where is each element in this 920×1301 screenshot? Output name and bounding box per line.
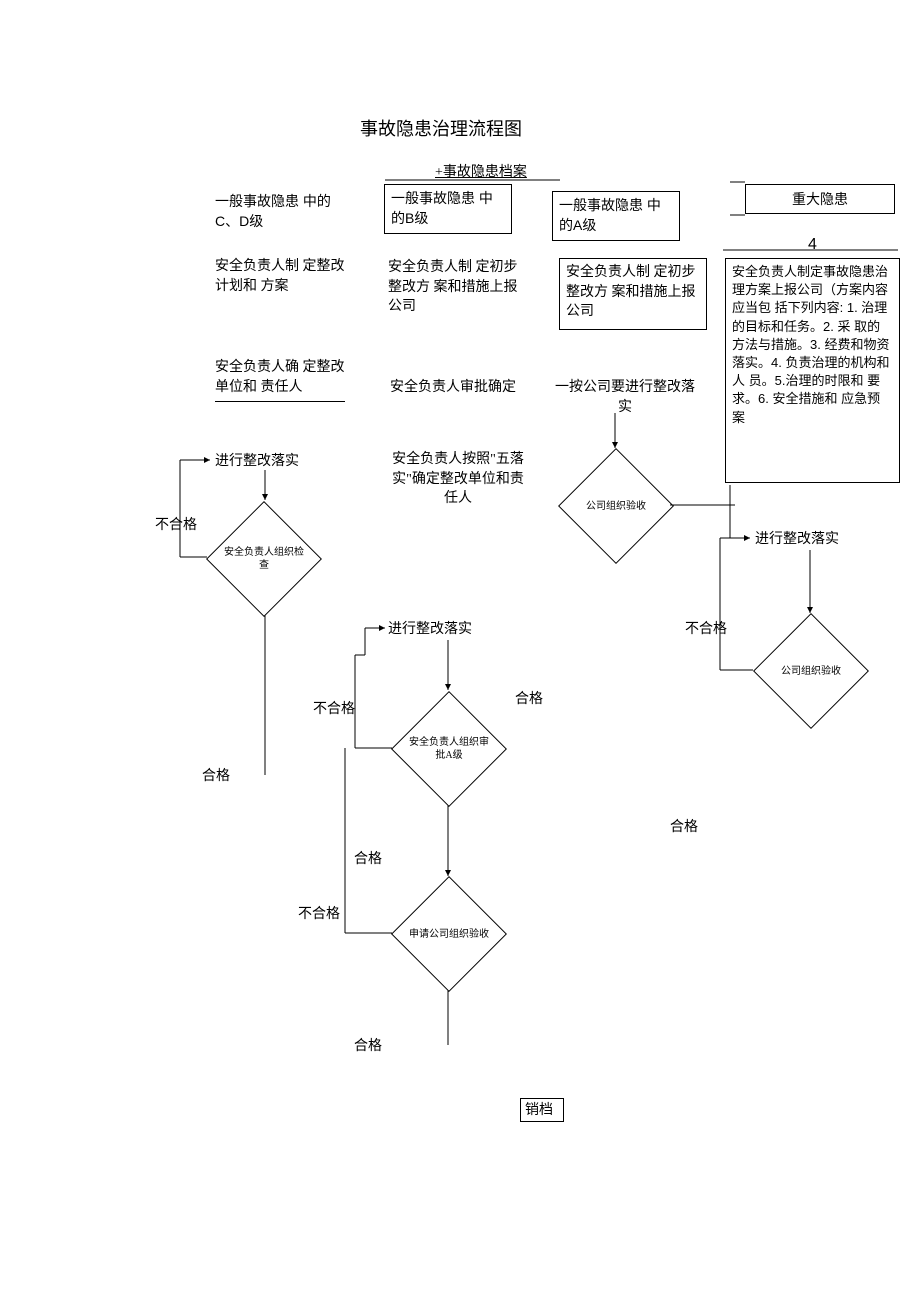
col3-diamond: 公司组织验收 bbox=[558, 448, 674, 564]
col2-pass1: 合格 bbox=[354, 850, 382, 870]
col4-diamond: 公司组织验收 bbox=[753, 613, 869, 729]
col2-fail2: 不合格 bbox=[298, 905, 340, 925]
col4-step1: 安全负责人制定事故隐患治理方案上报公司（方案内容应当包 括下列内容: 1. 治理… bbox=[725, 258, 900, 483]
col3-diamond-text: 公司组织验收 bbox=[576, 466, 656, 546]
col1-step3: 进行整改落实 bbox=[215, 452, 335, 472]
col3-step2: 一按公司要进行整改落实 bbox=[555, 378, 695, 417]
col2-step2: 安全负责人审批确定 bbox=[388, 378, 518, 398]
col2-pass2: 合格 bbox=[354, 1037, 382, 1057]
col3-step1: 安全负责人制 定初步整改方 案和措施上报 公司 bbox=[559, 258, 707, 330]
col2-step4: 进行整改落实 bbox=[388, 620, 508, 640]
col3-level: 一般事故隐患 中的A级 bbox=[552, 191, 680, 241]
col4-pass: 合格 bbox=[670, 818, 698, 838]
col4-diamond-text: 公司组织验收 bbox=[771, 631, 851, 711]
col4-mark: 4 bbox=[808, 234, 817, 256]
col1-level: 一般事故隐患 中的C、D级 bbox=[215, 192, 345, 231]
col1-diamond: 安全负责人组织检查 bbox=[206, 501, 322, 617]
end-box: 销档 bbox=[520, 1098, 564, 1122]
col3-fail: 不合格 bbox=[685, 620, 727, 640]
col1-diamond-text: 安全负责人组织检查 bbox=[224, 519, 304, 599]
col2-step3: 安全负责人按照"五落实"确定整改单位和责任人 bbox=[388, 450, 528, 509]
archive-label: +事故隐患档案 bbox=[435, 163, 527, 183]
col2-step1: 安全负责人制 定初步整改方 案和措施上报 公司 bbox=[388, 258, 528, 317]
col2-diamond1: 安全负责人组织审批A级 bbox=[391, 691, 507, 807]
col4-step2: 进行整改落实 bbox=[755, 530, 875, 550]
col4-level: 重大隐患 bbox=[745, 184, 895, 214]
col2-diamond2: 申请公司组织验收 bbox=[391, 876, 507, 992]
col1-pass: 合格 bbox=[202, 767, 230, 787]
col1-fail: 不合格 bbox=[155, 516, 197, 536]
col2-level: 一般事故隐患 中的B级 bbox=[384, 184, 512, 234]
col2-diamond1-text: 安全负责人组织审批A级 bbox=[409, 709, 489, 789]
page-title: 事故隐患治理流程图 bbox=[360, 115, 522, 141]
col2-diamond2-text: 申请公司组织验收 bbox=[409, 894, 489, 974]
col1-step1: 安全负责人制 定整改计划和 方案 bbox=[215, 257, 345, 296]
col1-step2: 安全负责人确 定整改单位和 责任人 bbox=[215, 358, 345, 402]
col3-pass: 合格 bbox=[515, 690, 543, 710]
col2-fail1: 不合格 bbox=[313, 700, 355, 720]
